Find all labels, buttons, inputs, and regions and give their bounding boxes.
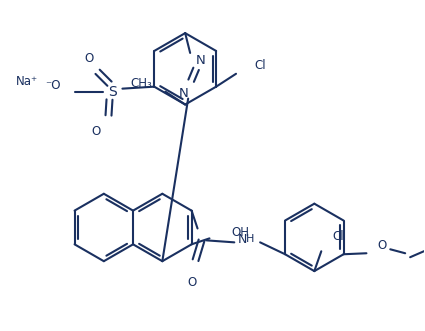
Text: H: H bbox=[246, 234, 255, 244]
Text: Na⁺: Na⁺ bbox=[16, 75, 38, 88]
Text: S: S bbox=[108, 85, 117, 99]
Text: N: N bbox=[196, 54, 206, 68]
Text: Cl: Cl bbox=[254, 59, 266, 72]
Text: CH₃: CH₃ bbox=[130, 77, 153, 90]
Text: O: O bbox=[187, 275, 196, 289]
Text: N: N bbox=[178, 87, 188, 100]
Text: O: O bbox=[84, 52, 93, 66]
Text: ⁻O: ⁻O bbox=[45, 79, 61, 92]
Text: O: O bbox=[91, 125, 100, 138]
Text: OH: OH bbox=[231, 226, 249, 239]
Text: N: N bbox=[238, 233, 247, 246]
Text: Cl: Cl bbox=[332, 230, 344, 243]
Text: O: O bbox=[378, 239, 387, 252]
